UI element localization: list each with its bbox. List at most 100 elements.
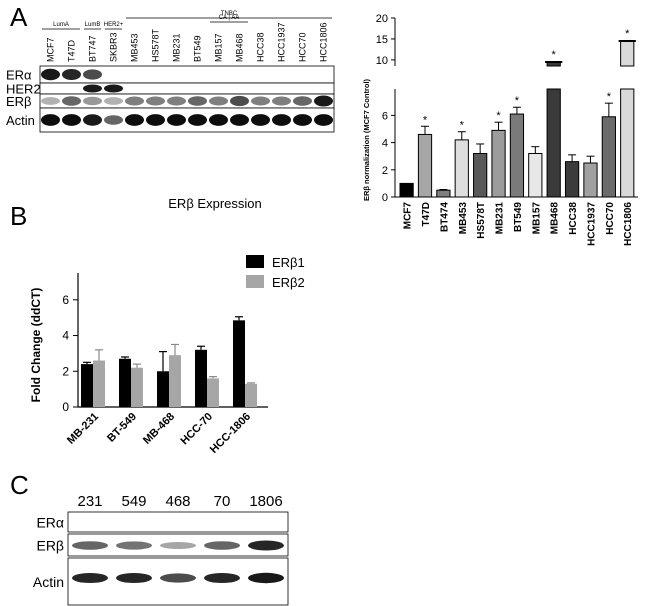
lane-label: HCC1806 <box>319 22 329 62</box>
bar <box>454 139 469 198</box>
x-tick-label: MB-468 <box>141 411 177 447</box>
band <box>83 114 102 126</box>
x-tick-label: HS578T <box>476 202 487 239</box>
lane-label: T47D <box>67 39 77 62</box>
group-label: CA | AA <box>219 15 240 21</box>
lane-label: BT549 <box>193 35 203 62</box>
band <box>209 96 228 106</box>
lane-label: BT747 <box>88 35 98 62</box>
x-tick-label: MB231 <box>495 202 506 235</box>
y-tick-label: 4 <box>382 138 388 150</box>
x-tick-label: MCF7 <box>403 202 414 230</box>
lane-label: MB468 <box>235 33 245 62</box>
bar <box>207 378 219 407</box>
x-tick-label: BT549 <box>513 202 524 232</box>
x-tick-label: BT-549 <box>105 411 139 445</box>
band <box>62 68 81 81</box>
lane-label: HCC38 <box>256 32 266 62</box>
x-tick-label: HCC-1806 <box>208 411 253 456</box>
legend-swatch <box>246 275 264 288</box>
bar <box>233 320 245 407</box>
significance-star: * <box>423 114 428 126</box>
lane-label: MCF7 <box>46 38 56 63</box>
y-tick-label: 10 <box>376 55 388 67</box>
y-axis-label: ERβ normalization (MCF7 Control) <box>362 78 371 201</box>
bar <box>564 161 580 198</box>
x-tick-label: HCC1937 <box>586 202 597 246</box>
band <box>41 97 60 105</box>
bar <box>169 355 181 407</box>
x-tick-label: MB468 <box>550 202 561 235</box>
x-tick-label: MB-231 <box>65 411 101 447</box>
legend-label: ERβ2 <box>272 275 305 290</box>
row-label: ERα <box>6 68 32 83</box>
x-tick-label: HCC1806 <box>623 202 634 246</box>
bar <box>119 358 131 407</box>
band <box>248 540 284 551</box>
lane-label: 1806 <box>249 493 282 510</box>
band <box>251 114 270 126</box>
legend-label: ERβ1 <box>272 255 305 270</box>
western-blot-c: 231 549 468 70 1806 ERα ERβ Actin <box>33 493 289 606</box>
y-tick-label: 2 <box>62 364 69 378</box>
significance-star: * <box>625 28 630 40</box>
group-label: LumA <box>53 22 69 28</box>
band <box>104 115 123 125</box>
band <box>160 573 196 583</box>
significance-star: * <box>607 91 612 103</box>
band <box>62 96 81 106</box>
y-tick-label: 4 <box>62 329 69 343</box>
group-label: TNBC <box>221 11 238 17</box>
bar <box>583 162 598 198</box>
band <box>104 84 123 93</box>
significance-star: * <box>552 49 557 61</box>
lane-label: MB157 <box>214 33 224 62</box>
panel-letter-c: C <box>10 470 29 500</box>
lane-label: MB231 <box>172 33 182 62</box>
band <box>230 95 249 107</box>
band <box>204 572 240 584</box>
x-tick-label: T47D <box>421 202 432 226</box>
lane-label: 549 <box>121 493 146 510</box>
band <box>72 572 108 584</box>
lane-label: HS578T <box>151 28 161 62</box>
chart-title: ERβ Expression <box>168 196 261 211</box>
row-label: ERβ <box>6 94 32 109</box>
bar <box>195 349 207 407</box>
group-label: HER2+ <box>104 22 124 28</box>
bar <box>417 133 433 198</box>
bar <box>473 152 488 198</box>
bar <box>620 88 635 198</box>
x-tick-label: HCC38 <box>568 202 579 235</box>
band <box>41 114 60 126</box>
band <box>188 114 207 126</box>
significance-star: * <box>496 110 501 122</box>
x-tick-label: MB453 <box>458 202 469 235</box>
band <box>160 541 196 550</box>
y-axis-label: Fold Change (ddCT) <box>29 288 43 403</box>
band <box>230 114 249 126</box>
y-tick-label: 0 <box>62 400 69 414</box>
band <box>116 572 152 584</box>
bar <box>399 182 414 198</box>
bar <box>436 189 451 198</box>
lane-label: 231 <box>77 493 102 510</box>
y-tick-label: 6 <box>382 110 388 122</box>
blot-row-frame <box>67 511 289 533</box>
band <box>167 96 186 106</box>
panel-letter-a: A <box>10 2 28 32</box>
panel-letter-b: B <box>10 201 28 231</box>
significance-star: * <box>460 120 465 132</box>
blot-row-frame <box>67 533 289 557</box>
band <box>83 96 102 106</box>
group-label: LumB <box>85 22 101 28</box>
band <box>125 114 144 126</box>
erbeta-normalization-chart: 0 2 4 6 10 15 20 ERβ normalization (MCF7 Contro… <box>362 13 638 246</box>
lane-label: 70 <box>214 493 231 510</box>
band <box>83 84 102 93</box>
band <box>146 96 165 106</box>
y-tick-label: 20 <box>376 13 388 25</box>
bar <box>245 383 257 407</box>
band <box>116 541 152 550</box>
